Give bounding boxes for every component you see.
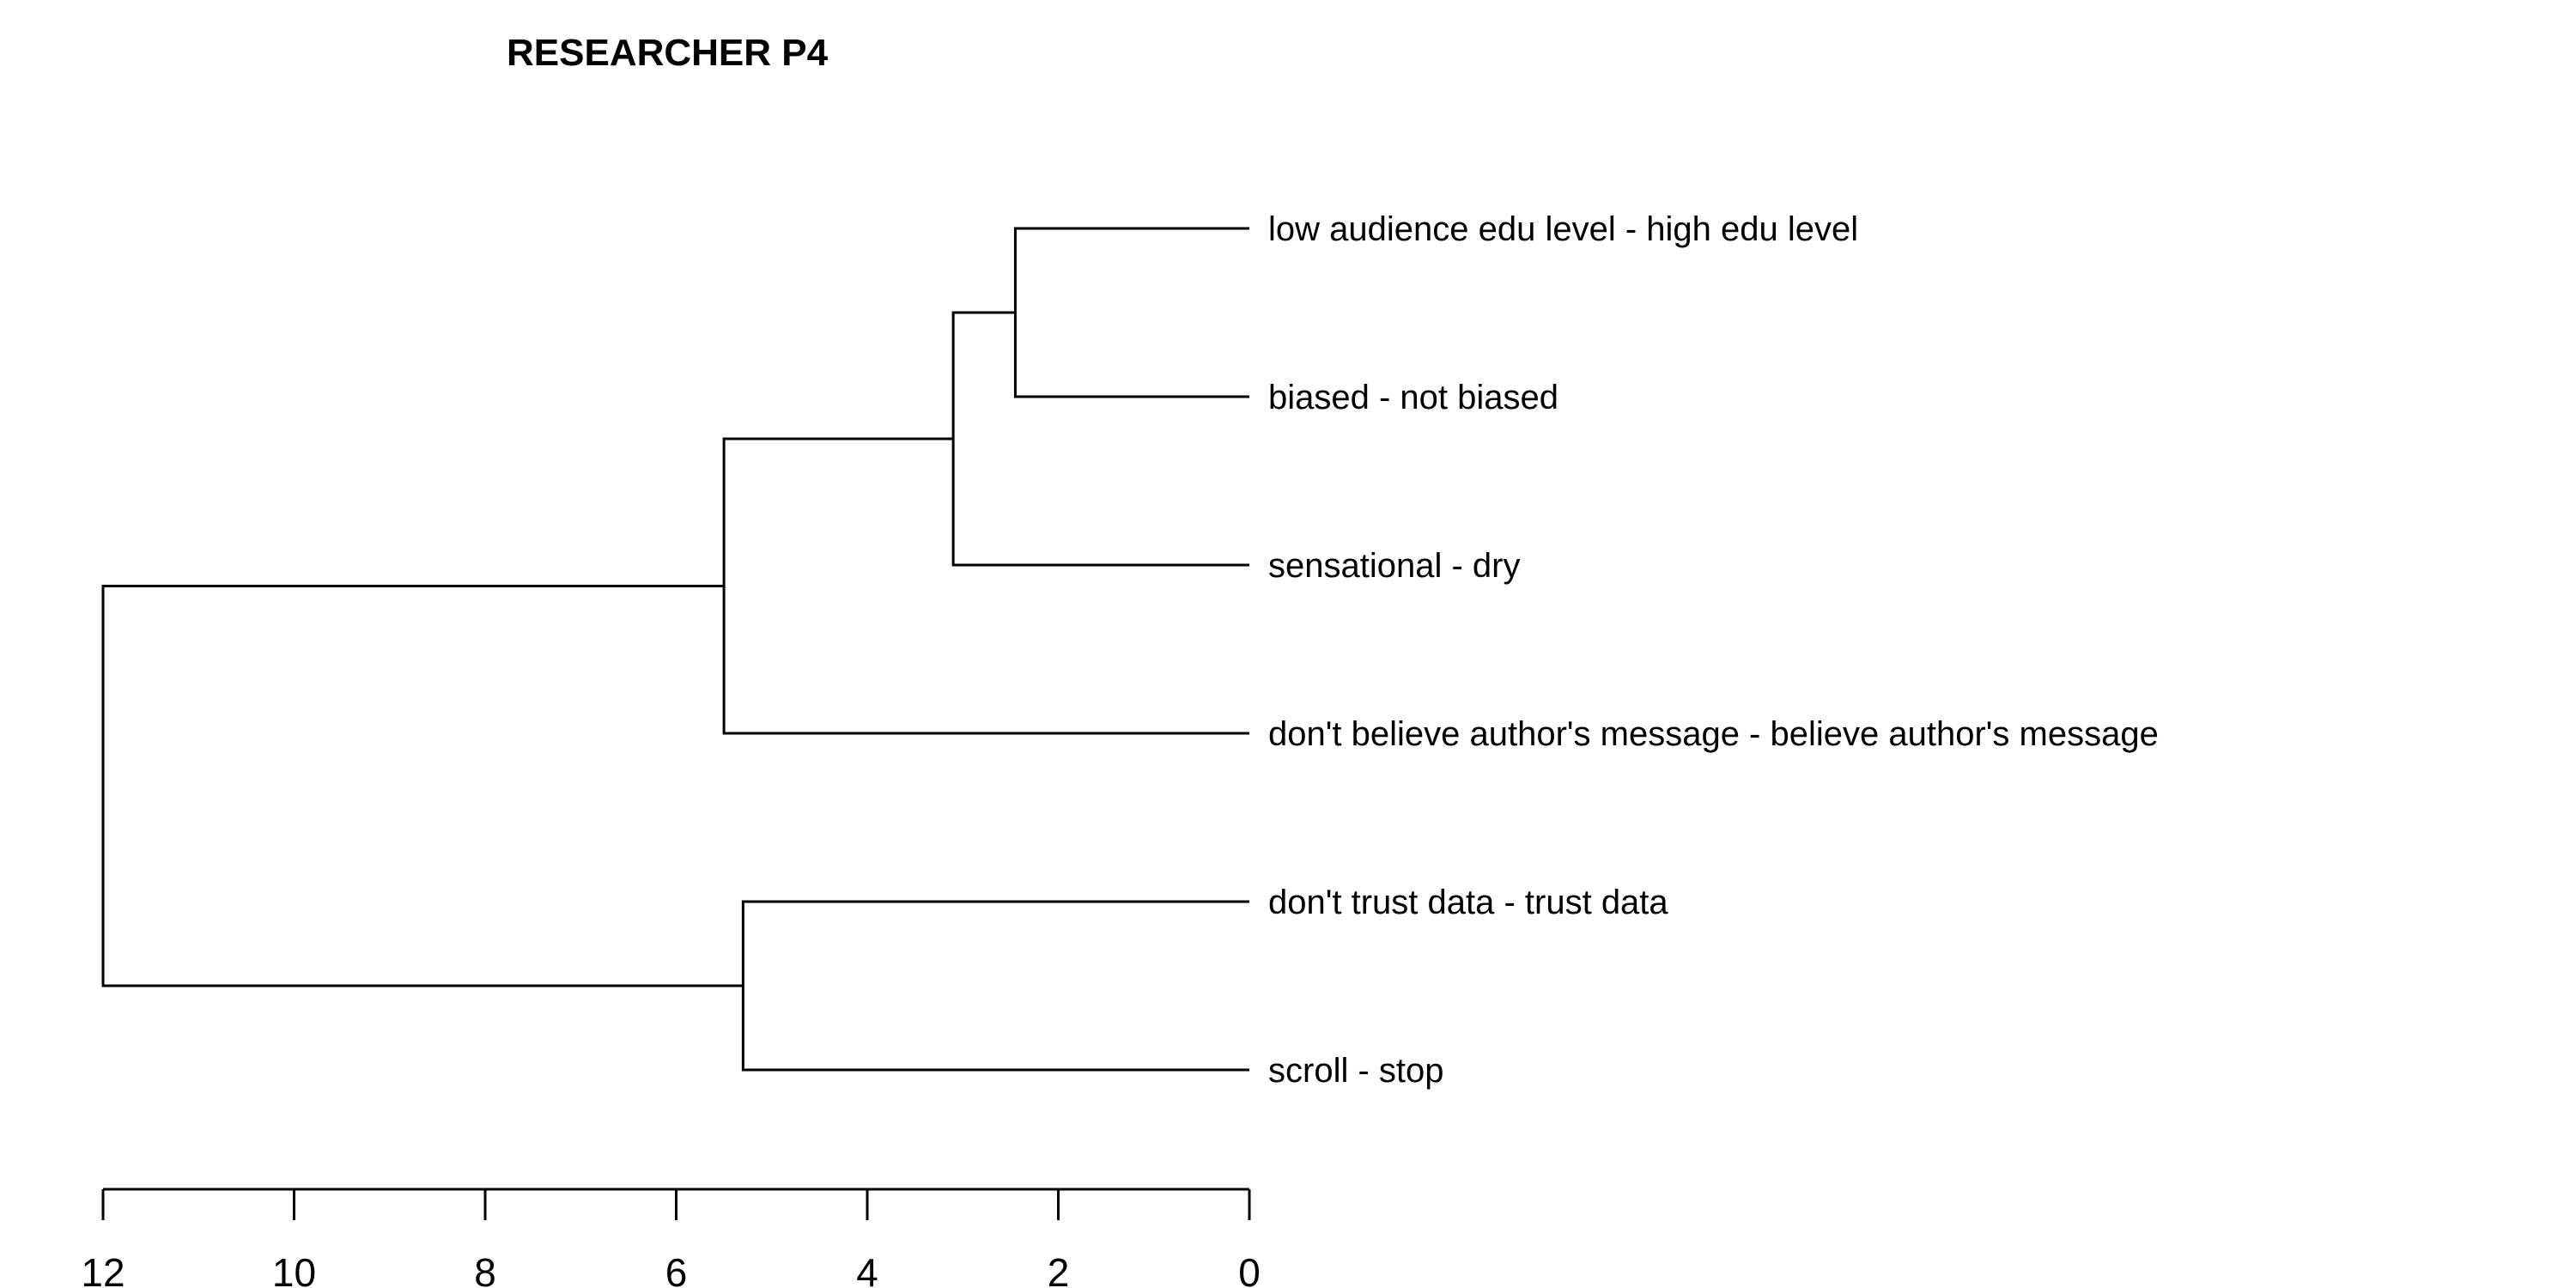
- leaf-labels: low audience edu level - high edu level b…: [1268, 210, 2159, 1090]
- leaf-label: biased - not biased: [1268, 379, 1558, 416]
- x-tick-label: 4: [856, 1250, 878, 1288]
- dendrogram-link: [722, 437, 1249, 735]
- leaf-label: don't believe author's message - believe…: [1268, 715, 2159, 753]
- leaf-label: low audience edu level - high edu level: [1268, 210, 1858, 248]
- dendrogram-link: [741, 900, 1249, 1072]
- dendrogram-links: [101, 227, 1249, 1072]
- leaf-label: don't trust data - trust data: [1268, 884, 1668, 921]
- x-tick-label: 2: [1048, 1250, 1070, 1288]
- x-axis: 12 10 8 6 4 2 0: [81, 1188, 1261, 1288]
- leaf-label: scroll - stop: [1268, 1052, 1444, 1090]
- x-tick-label: 8: [474, 1250, 496, 1288]
- leaf-label: sensational - dry: [1268, 547, 1520, 585]
- dendrogram-link: [951, 311, 1249, 567]
- x-tick-label: 10: [272, 1250, 316, 1288]
- dendrogram-link: [101, 585, 744, 987]
- dendrogram-link: [1013, 227, 1249, 398]
- x-tick-label: 0: [1238, 1250, 1261, 1288]
- chart-title: RESEARCHER P4: [507, 32, 829, 74]
- x-tick-label: 12: [81, 1250, 125, 1288]
- x-tick-label: 6: [665, 1250, 688, 1288]
